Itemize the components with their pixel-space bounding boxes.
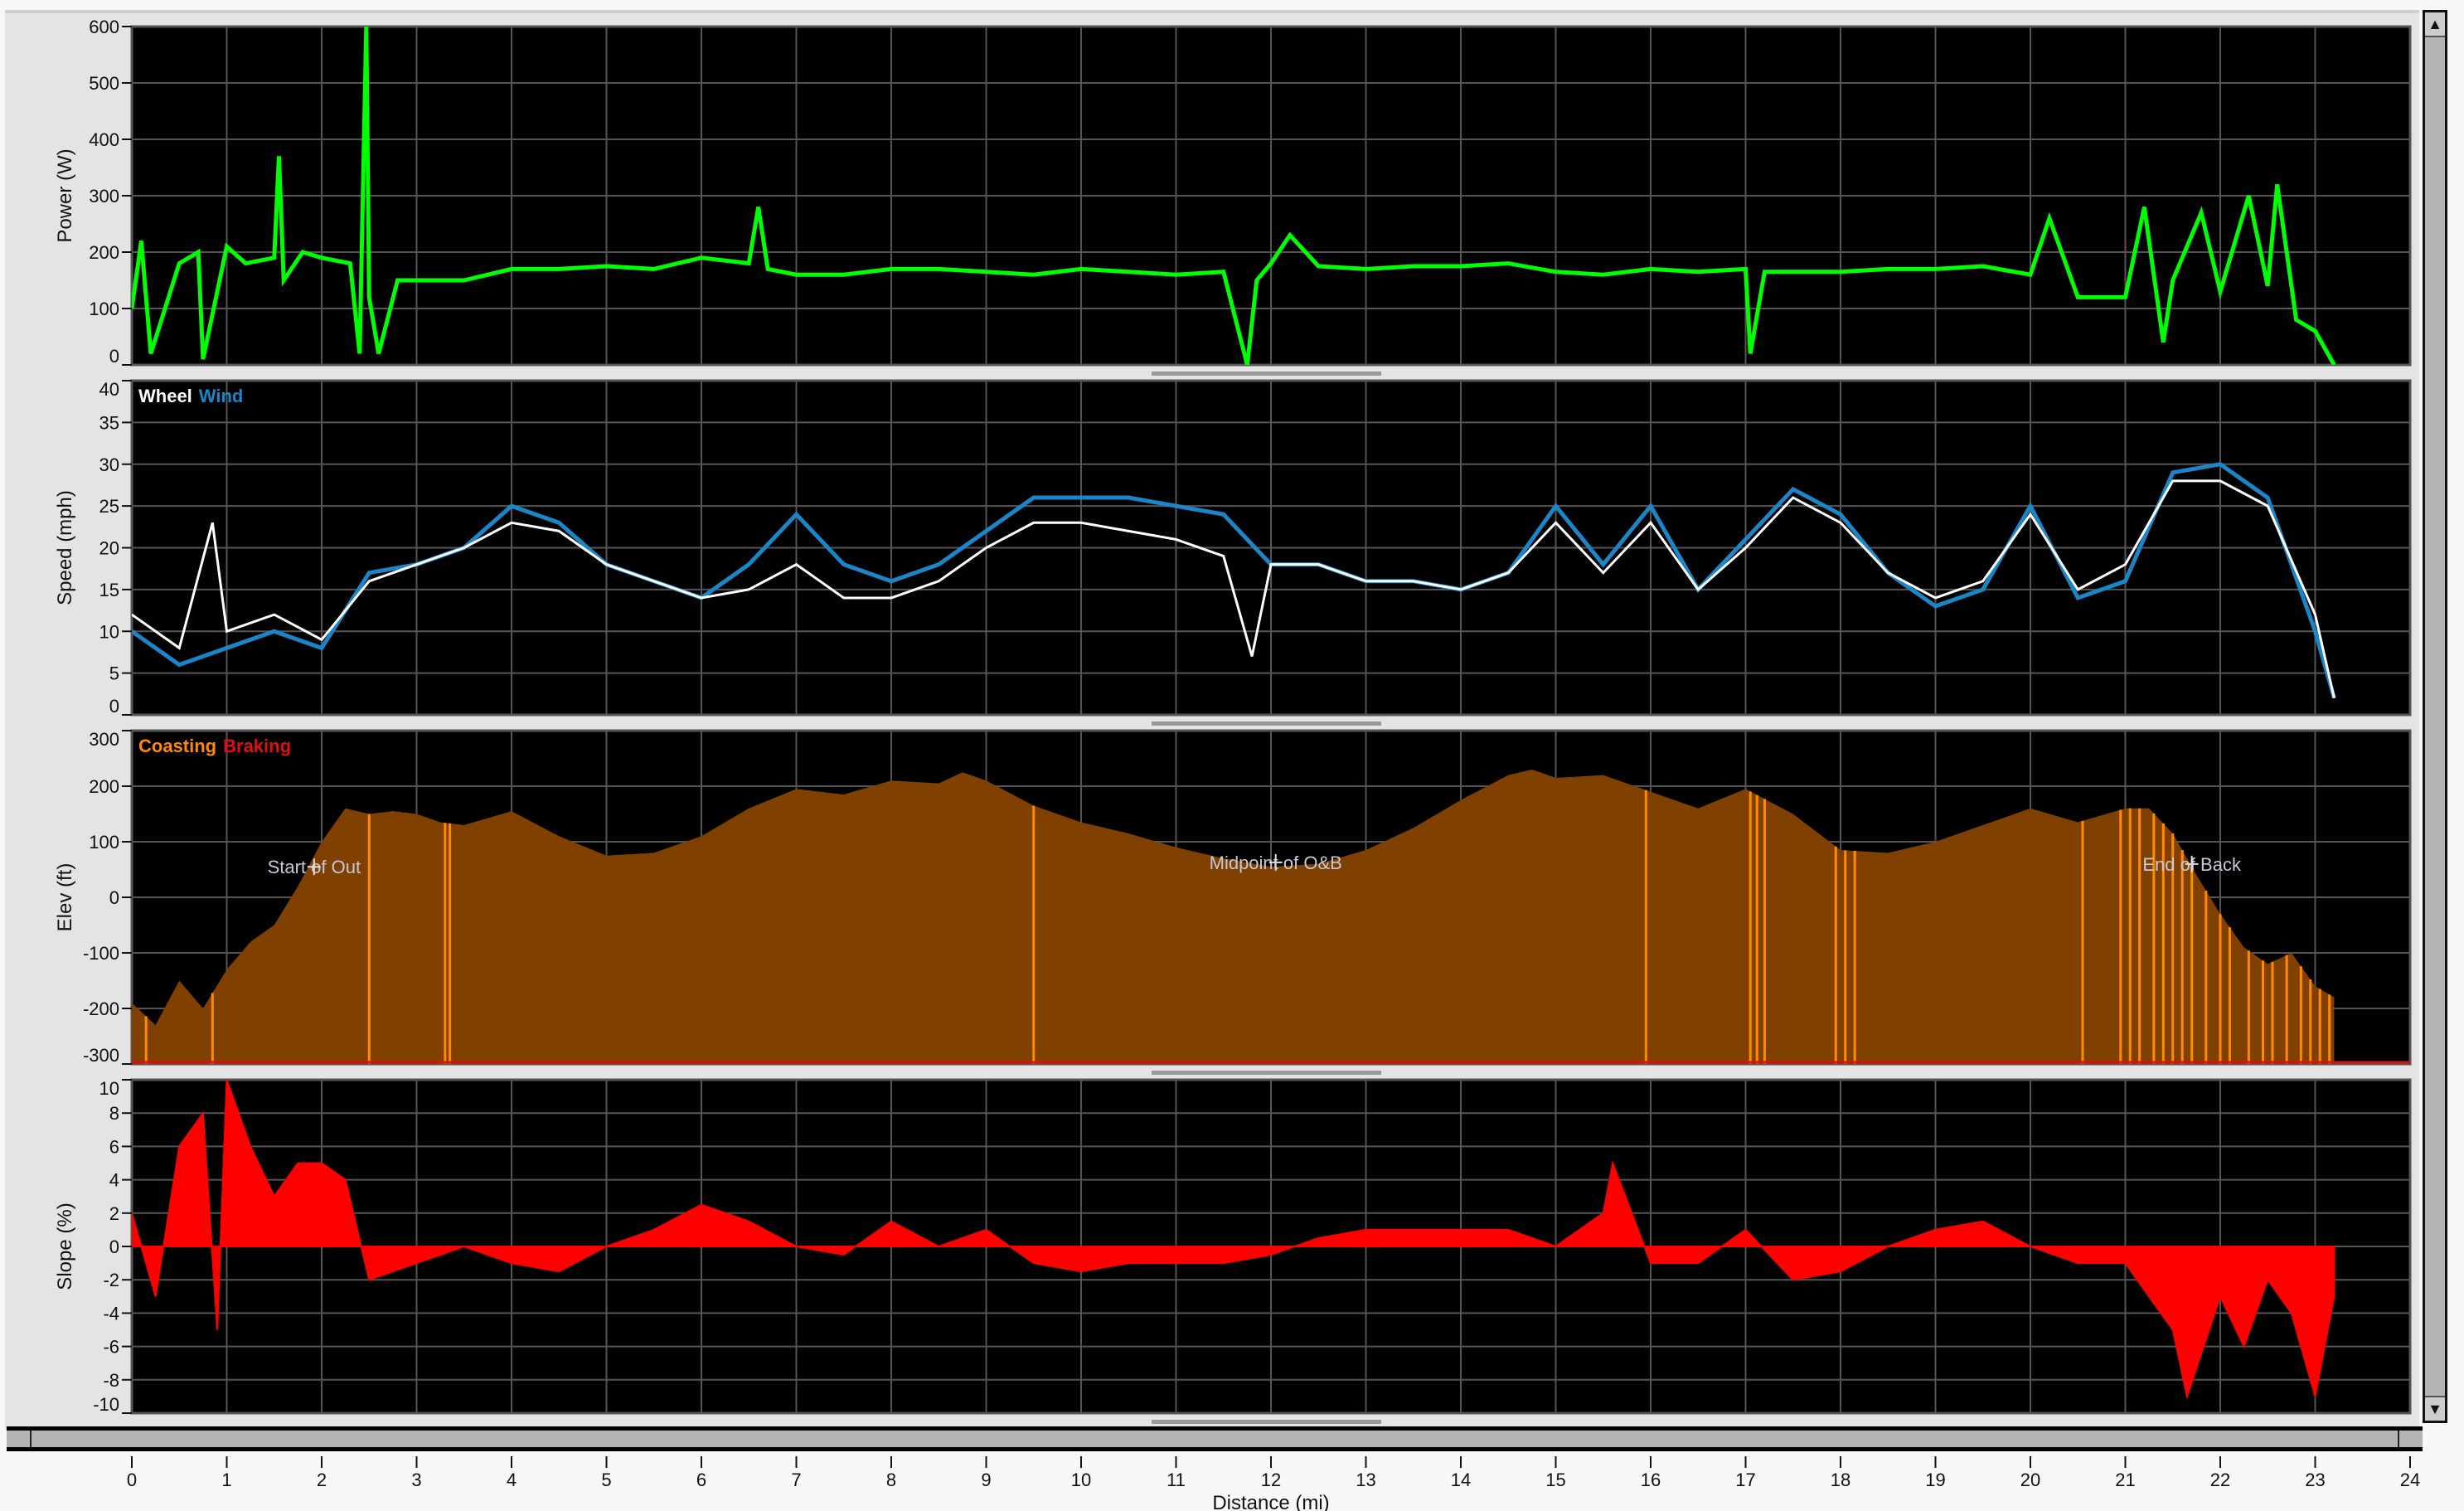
splitter-handle[interactable] bbox=[1152, 1071, 1381, 1075]
x-tick-label: 7 bbox=[791, 1470, 801, 1490]
x-tick-label: 10 bbox=[1071, 1470, 1091, 1490]
y-tick-label: 0 bbox=[109, 1236, 119, 1257]
x-tick-label: 23 bbox=[2305, 1470, 2325, 1490]
y-tick-label: 400 bbox=[89, 129, 119, 150]
x-tick-label: 20 bbox=[2020, 1470, 2040, 1490]
legend-entry: Wind bbox=[199, 386, 244, 406]
x-tick-label: 4 bbox=[507, 1470, 517, 1490]
x-tick-label: 1 bbox=[221, 1470, 231, 1490]
y-tick-label: 200 bbox=[89, 776, 119, 797]
y-tick-label: 25 bbox=[99, 496, 119, 517]
horizontal-scrollbar[interactable] bbox=[7, 1426, 2423, 1451]
annotation-marker-icon bbox=[307, 858, 321, 876]
annotation-marker-icon bbox=[2185, 855, 2199, 872]
y-tick-label: -8 bbox=[103, 1370, 119, 1391]
splitter-handle[interactable] bbox=[1152, 372, 1381, 376]
series-line-wheel bbox=[132, 479, 2335, 699]
series-line-power bbox=[132, 27, 2336, 365]
y-tick-label: 300 bbox=[89, 186, 119, 206]
y-axis-title: Elev (ft) bbox=[54, 863, 76, 932]
x-tick-label: 0 bbox=[127, 1470, 137, 1490]
y-tick-label: 10 bbox=[99, 621, 119, 642]
x-tick-label: 8 bbox=[886, 1470, 896, 1490]
y-tick-label: 2 bbox=[109, 1203, 119, 1224]
y-tick-label: 30 bbox=[99, 454, 119, 475]
y-axis-title: Power (W) bbox=[54, 148, 76, 242]
x-tick-label: 18 bbox=[1831, 1470, 1850, 1490]
x-tick-label: 6 bbox=[696, 1470, 706, 1490]
y-tick-label: -2 bbox=[103, 1270, 119, 1290]
y-tick-label: 100 bbox=[89, 299, 119, 319]
y-tick-label: 600 bbox=[89, 17, 119, 37]
x-tick-label: 15 bbox=[1545, 1470, 1565, 1490]
y-tick-label: 100 bbox=[89, 832, 119, 853]
y-tick-label: 5 bbox=[109, 663, 119, 684]
x-tick-label: 2 bbox=[317, 1470, 327, 1490]
x-tick-label: 5 bbox=[601, 1470, 611, 1490]
legend-entry: Braking bbox=[223, 736, 291, 756]
x-tick-label: 21 bbox=[2115, 1470, 2135, 1490]
y-tick-label: 15 bbox=[99, 580, 119, 600]
x-tick-label: 13 bbox=[1356, 1470, 1375, 1490]
y-tick-label: -300 bbox=[83, 1045, 119, 1066]
y-tick-label: 200 bbox=[89, 242, 119, 263]
y-tick-label: 500 bbox=[89, 73, 119, 94]
series-group bbox=[132, 462, 2336, 699]
y-tick-label: 0 bbox=[109, 887, 119, 908]
y-tick-label: 40 bbox=[99, 379, 119, 400]
y-tick-label: -200 bbox=[83, 998, 119, 1019]
series-group bbox=[132, 1080, 2335, 1400]
x-tick-label: 12 bbox=[1261, 1470, 1281, 1490]
y-tick-label: 6 bbox=[109, 1136, 119, 1157]
x-axis-title: Distance (mi) bbox=[1212, 1492, 1329, 1511]
y-tick-label: 8 bbox=[109, 1103, 119, 1124]
slope-area bbox=[132, 1080, 2335, 1400]
x-tick-label: 16 bbox=[1641, 1470, 1661, 1490]
vertical-scrollbar[interactable]: ▲ ▼ bbox=[2423, 10, 2447, 1423]
series-group bbox=[132, 769, 2410, 1064]
scroll-right-cap[interactable] bbox=[2398, 1431, 2423, 1447]
splitter-handle[interactable] bbox=[1152, 721, 1381, 726]
legend-entry: Wheel bbox=[138, 386, 192, 406]
scroll-down-arrow-icon[interactable]: ▼ bbox=[2425, 1396, 2445, 1421]
y-tick-label: -6 bbox=[103, 1337, 119, 1358]
series-line-wind bbox=[132, 462, 2336, 699]
x-tick-label: 19 bbox=[1925, 1470, 1945, 1490]
legend-entry: Coasting bbox=[138, 736, 216, 756]
x-tick-label: 3 bbox=[411, 1470, 421, 1490]
y-axis-title: Slope (%) bbox=[54, 1202, 76, 1290]
panel-power: 0 100 200 300 400 500 600 Power (W) bbox=[54, 17, 2412, 376]
x-tick-label: 9 bbox=[981, 1470, 991, 1490]
panel-slope: -10 -8 -6 -4 -2 0 2 4 6 8 10 Slope (%) bbox=[54, 1078, 2412, 1424]
y-tick-label: -100 bbox=[83, 943, 119, 964]
x-tick-label: 22 bbox=[2210, 1470, 2230, 1490]
x-tick-label: 11 bbox=[1167, 1470, 1186, 1490]
splitter-handle[interactable] bbox=[1152, 1420, 1381, 1424]
series-group bbox=[132, 27, 2336, 365]
panel-speed: 0 5 10 15 20 25 30 35 40 Speed (mph) Wheel Wind bbox=[54, 379, 2412, 726]
annotation-marker-icon bbox=[1268, 853, 1283, 871]
y-tick-label: 0 bbox=[109, 346, 119, 367]
x-tick-label: 17 bbox=[1735, 1470, 1755, 1490]
y-tick-label: 300 bbox=[89, 729, 119, 750]
y-tick-label: 35 bbox=[99, 412, 119, 433]
scroll-left-cap[interactable] bbox=[7, 1431, 32, 1447]
y-tick-label: -10 bbox=[93, 1394, 119, 1415]
y-tick-label: -4 bbox=[103, 1303, 119, 1324]
y-tick-label: 4 bbox=[109, 1170, 119, 1191]
y-tick-label: 10 bbox=[99, 1078, 119, 1099]
scroll-up-arrow-icon[interactable]: ▲ bbox=[2425, 12, 2445, 37]
y-tick-label: 0 bbox=[109, 696, 119, 717]
y-tick-label: 20 bbox=[99, 538, 119, 559]
x-tick-label: 24 bbox=[2400, 1470, 2420, 1490]
elevation-area bbox=[132, 769, 2335, 1064]
y-axis-title: Speed (mph) bbox=[54, 490, 76, 605]
x-tick-label: 14 bbox=[1451, 1470, 1471, 1490]
